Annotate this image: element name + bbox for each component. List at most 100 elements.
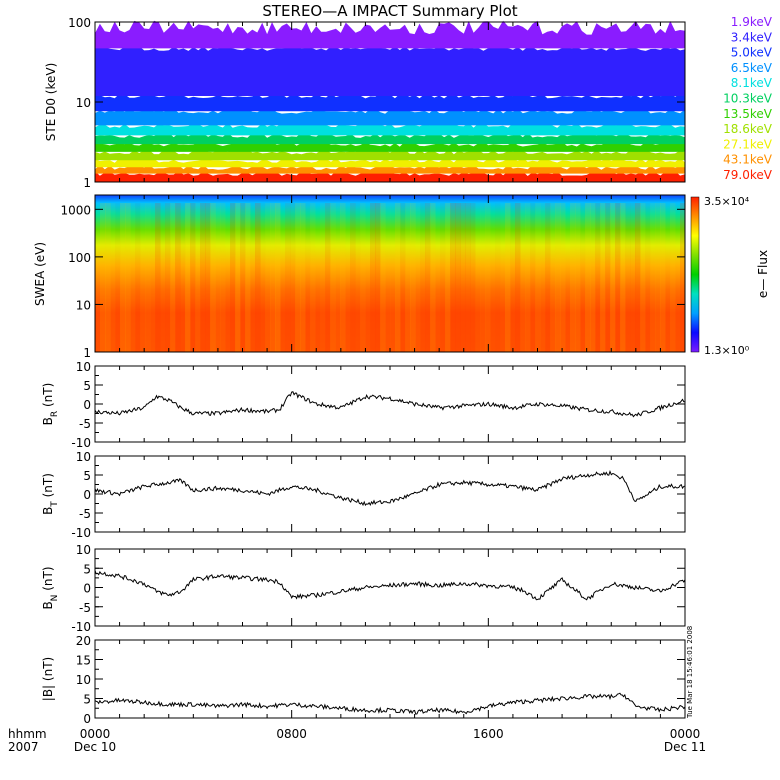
- bn-frame: [94, 548, 686, 627]
- legend-entry-13.5keV: 13.5keV: [723, 107, 773, 121]
- swea-stripe: [395, 203, 401, 352]
- swea-stripe: [525, 203, 531, 352]
- br-panel: -10 -5 0 5 10 BR (nT): [41, 360, 686, 450]
- swea-stripe: [375, 203, 381, 352]
- swea-stripe: [100, 203, 106, 352]
- y-tick-label: 5: [83, 562, 91, 576]
- swea-stripe: [675, 203, 681, 352]
- swea-stripe: [265, 203, 271, 352]
- swea-stripe: [475, 203, 481, 352]
- ste-band-6.5keV: [95, 108, 685, 126]
- legend-entry-1.9keV: 1.9keV: [731, 15, 773, 29]
- swea-stripe: [205, 203, 211, 352]
- swea-stripe: [135, 203, 141, 352]
- swea-y-tick-label: 1: [83, 346, 91, 360]
- swea-stripe: [670, 203, 676, 352]
- swea-stripe: [315, 203, 321, 352]
- swea-stripe: [530, 203, 536, 352]
- br-y-label: BR (nT): [41, 383, 60, 426]
- swea-stripe: [570, 203, 576, 352]
- swea-stripe: [405, 203, 411, 352]
- bmag-panel: 0 5 10 15 20 |B| (nT) Tue Mar 18 15:46:01 20…: [41, 626, 694, 726]
- swea-stripe: [335, 203, 341, 352]
- ste-band-8.1keV: [95, 122, 685, 136]
- x-tick-label: 1600: [473, 727, 504, 741]
- swea-stripe: [210, 203, 216, 352]
- swea-stripe: [485, 203, 491, 352]
- y-tick-label: 10: [76, 543, 91, 557]
- bn-series-line: [94, 570, 686, 601]
- swea-stripe: [500, 203, 506, 352]
- swea-stripe: [420, 203, 426, 352]
- swea-stripe: [260, 203, 266, 352]
- y-tick-label: -10: [71, 436, 91, 450]
- br-series-line: [94, 391, 685, 418]
- ste-band-27.1keV: [95, 157, 685, 168]
- ste-y-label: STE D0 (keV): [44, 63, 58, 142]
- swea-stripe: [540, 203, 546, 352]
- swea-stripe: [340, 203, 346, 352]
- br-y-ticks: -10 -5 0 5 10: [71, 360, 685, 450]
- swea-stripe: [175, 203, 181, 352]
- swea-stripe: [515, 203, 521, 352]
- bt-y-label: BT (nT): [41, 473, 60, 515]
- y-tick-label: -5: [79, 417, 91, 431]
- swea-stripe: [585, 203, 591, 352]
- swea-stripe: [200, 203, 206, 352]
- swea-stripe: [225, 203, 231, 352]
- swea-stripes: [100, 203, 686, 352]
- swea-stripe: [345, 203, 351, 352]
- swea-stripe: [415, 203, 421, 352]
- legend-entry-8.1keV: 8.1keV: [731, 76, 773, 90]
- swea-panel: 1 10 100 1000 SWEA (eV) 3.5×10⁴ 1.3×10⁰ e— …: [33, 194, 770, 360]
- x-tick-date-label: Dec 10: [74, 740, 116, 754]
- colorbar-min-label: 1.3×10⁰: [704, 344, 750, 357]
- x-axis-row2-label: 2007: [8, 740, 39, 754]
- legend-entry-3.4keV: 3.4keV: [731, 30, 773, 44]
- bmag-frame: [94, 639, 686, 719]
- swea-stripe: [510, 203, 516, 352]
- swea-stripe: [610, 203, 616, 352]
- ste-band-13.5keV: [95, 141, 685, 152]
- bt-frame: [94, 455, 686, 533]
- swea-stripe: [385, 203, 391, 352]
- swea-stripe: [270, 203, 276, 352]
- swea-y-tick-label: 10: [76, 298, 91, 312]
- swea-stripe: [655, 203, 661, 352]
- y-tick-label: 5: [83, 379, 91, 393]
- swea-stripe: [680, 203, 686, 352]
- y-tick-label: -10: [71, 526, 91, 540]
- swea-stripe: [440, 203, 446, 352]
- swea-stripe: [185, 203, 191, 352]
- ste-bands: [95, 20, 685, 182]
- swea-stripe: [295, 203, 301, 352]
- swea-stripe: [490, 203, 496, 352]
- swea-stripe: [115, 203, 121, 352]
- swea-stripe: [430, 203, 436, 352]
- colorbar: [690, 196, 700, 353]
- bn-y-ticks: -10 -5 0 5 10: [71, 543, 685, 634]
- swea-stripe: [660, 203, 666, 352]
- swea-stripe: [555, 203, 561, 352]
- swea-stripe: [170, 203, 176, 352]
- swea-stripe: [390, 203, 396, 352]
- swea-y-tick-label: 100: [68, 251, 91, 265]
- swea-stripe: [245, 203, 251, 352]
- swea-stripe: [235, 203, 241, 352]
- y-tick-label: -5: [79, 507, 91, 521]
- swea-stripe: [110, 203, 116, 352]
- ste-band-18.6keV: [95, 149, 685, 161]
- swea-stripe: [445, 203, 451, 352]
- y-tick-label: -5: [79, 601, 91, 615]
- swea-stripe: [190, 203, 196, 352]
- swea-stripe: [560, 203, 566, 352]
- colorbar-label: e— Flux: [756, 250, 770, 298]
- ste-band-5.0keV: [95, 93, 685, 112]
- y-tick-label: 5: [83, 469, 91, 483]
- bt-y-ticks: -10 -5 0 5 10: [71, 450, 685, 540]
- swea-stripe: [465, 203, 471, 352]
- swea-stripe: [470, 203, 476, 352]
- swea-y-label: SWEA (eV): [33, 242, 47, 306]
